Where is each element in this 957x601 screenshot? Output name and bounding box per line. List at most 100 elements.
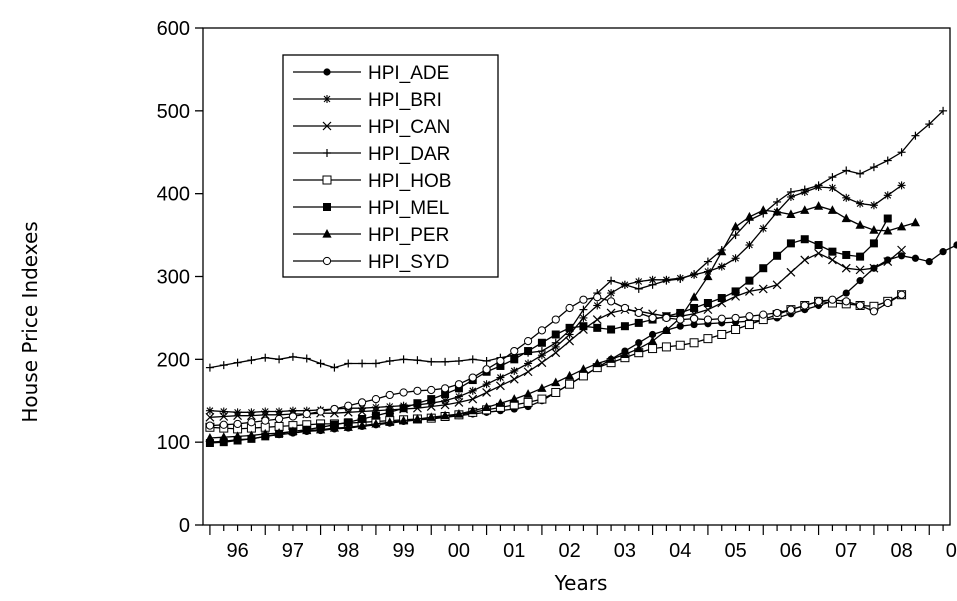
data-point xyxy=(772,308,782,318)
data-point xyxy=(842,297,851,306)
data-point xyxy=(482,388,492,397)
data-point xyxy=(883,257,893,267)
legend-label: HPI_ADE xyxy=(368,63,449,84)
data-point xyxy=(288,412,298,421)
data-point xyxy=(828,295,837,304)
data-point xyxy=(896,221,907,231)
data-point xyxy=(925,257,933,266)
data-point xyxy=(607,325,616,334)
data-point xyxy=(813,201,824,210)
y-tick-label: 100 xyxy=(157,432,190,454)
data-point xyxy=(856,199,865,208)
data-point xyxy=(510,346,519,356)
y-tick-label: 600 xyxy=(157,18,190,40)
data-point xyxy=(482,380,491,389)
data-point xyxy=(869,307,879,316)
data-point xyxy=(385,417,395,426)
data-point xyxy=(385,356,394,365)
data-point xyxy=(662,276,671,285)
data-point xyxy=(758,284,768,294)
y-axis-title: House Price Indexes xyxy=(18,221,42,422)
data-point xyxy=(758,205,768,214)
legend-label: HPI_MEL xyxy=(368,198,449,219)
data-point xyxy=(703,299,712,308)
y-tick-label: 400 xyxy=(157,184,190,206)
data-point xyxy=(883,156,892,165)
data-point xyxy=(593,323,602,332)
data-point xyxy=(315,424,326,434)
data-point xyxy=(703,334,713,344)
data-point xyxy=(842,250,851,259)
data-point xyxy=(565,303,574,313)
data-point xyxy=(786,267,796,277)
data-point xyxy=(454,384,463,393)
series-hpi-per xyxy=(205,201,921,442)
data-point xyxy=(593,293,602,302)
data-point xyxy=(454,380,464,389)
data-point xyxy=(261,416,270,425)
x-tick-label: 99 xyxy=(392,540,414,562)
data-point xyxy=(357,407,367,416)
data-point xyxy=(814,181,823,190)
data-point xyxy=(524,359,533,368)
data-point xyxy=(730,221,741,231)
data-point xyxy=(828,173,837,182)
data-point xyxy=(205,421,215,430)
legend-box xyxy=(282,54,499,278)
data-point xyxy=(607,276,616,285)
data-point xyxy=(786,188,795,197)
data-point xyxy=(689,292,699,301)
data-point xyxy=(454,409,464,418)
data-point xyxy=(399,355,408,364)
data-point xyxy=(814,248,824,258)
y-axis: 0 100 200 300 400 500 600 xyxy=(157,18,203,537)
data-point xyxy=(939,106,948,115)
data-point xyxy=(827,255,837,265)
data-point xyxy=(219,438,228,447)
data-point xyxy=(744,211,755,221)
data-point xyxy=(620,349,630,358)
data-point xyxy=(634,343,644,353)
data-point xyxy=(523,337,533,346)
data-point xyxy=(371,359,380,368)
x-tick-label: 05 xyxy=(724,540,746,562)
x-tick-label: 03 xyxy=(614,540,636,562)
y-tick-label: 500 xyxy=(157,101,190,123)
series-line xyxy=(209,294,902,427)
data-point xyxy=(579,295,588,304)
y-tick-label: 300 xyxy=(157,267,190,289)
series-hpi-hob xyxy=(205,290,907,434)
data-point xyxy=(399,388,408,397)
data-point xyxy=(565,336,575,346)
data-point xyxy=(440,410,450,420)
data-point xyxy=(869,239,878,248)
data-point xyxy=(510,366,519,375)
data-point xyxy=(634,318,643,327)
data-point xyxy=(676,322,684,330)
x-tick-label: 96 xyxy=(226,540,248,562)
data-point xyxy=(440,400,450,410)
x-tick-label: 04 xyxy=(669,540,691,562)
data-point xyxy=(675,340,685,350)
legend-item: HPI_HOB xyxy=(293,171,451,192)
data-point xyxy=(731,231,740,240)
data-point xyxy=(357,398,367,407)
data-point xyxy=(661,325,672,334)
data-point xyxy=(703,257,712,266)
data-point xyxy=(884,256,892,264)
data-point xyxy=(441,390,450,399)
data-point xyxy=(841,263,851,273)
data-point xyxy=(703,271,713,281)
legend-label: HPI_SYD xyxy=(368,252,449,273)
legend-item: HPI_DAR xyxy=(293,144,450,165)
data-point xyxy=(814,297,823,306)
data-point xyxy=(247,356,256,365)
data-point xyxy=(537,383,547,392)
data-point xyxy=(330,363,339,372)
data-point xyxy=(593,301,602,310)
data-point xyxy=(592,315,602,324)
data-point xyxy=(233,419,242,429)
data-point xyxy=(773,251,782,260)
x-axis-title: Years xyxy=(554,571,608,595)
